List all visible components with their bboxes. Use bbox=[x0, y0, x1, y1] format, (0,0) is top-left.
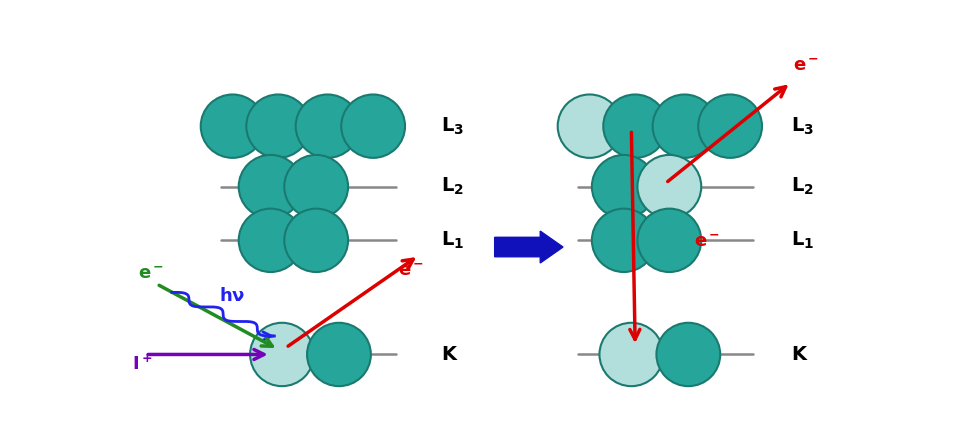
Text: $\mathbf{I^+}$: $\mathbf{I^+}$ bbox=[131, 355, 152, 374]
Ellipse shape bbox=[592, 155, 656, 218]
Ellipse shape bbox=[250, 323, 314, 386]
Ellipse shape bbox=[307, 323, 370, 386]
Text: $\mathbf{L_2}$: $\mathbf{L_2}$ bbox=[441, 176, 465, 197]
Ellipse shape bbox=[637, 209, 702, 272]
Text: $\mathbf{K}$: $\mathbf{K}$ bbox=[441, 345, 459, 364]
Ellipse shape bbox=[246, 95, 310, 158]
Text: $\mathbf{e^-}$: $\mathbf{e^-}$ bbox=[398, 262, 424, 279]
Text: $\mathbf{L_3}$: $\mathbf{L_3}$ bbox=[791, 116, 814, 137]
Ellipse shape bbox=[341, 95, 405, 158]
Ellipse shape bbox=[653, 95, 716, 158]
Text: $\mathbf{L_3}$: $\mathbf{L_3}$ bbox=[441, 116, 465, 137]
Ellipse shape bbox=[558, 95, 621, 158]
Ellipse shape bbox=[201, 95, 265, 158]
Text: $\mathbf{e^-}$: $\mathbf{e^-}$ bbox=[694, 233, 720, 251]
Text: $\mathbf{L_2}$: $\mathbf{L_2}$ bbox=[791, 176, 813, 197]
Ellipse shape bbox=[604, 95, 667, 158]
Ellipse shape bbox=[637, 155, 702, 218]
Text: $\mathbf{L_1}$: $\mathbf{L_1}$ bbox=[791, 230, 814, 251]
Text: $\mathbf{h\nu}$: $\mathbf{h\nu}$ bbox=[220, 287, 246, 305]
Ellipse shape bbox=[698, 95, 762, 158]
Ellipse shape bbox=[657, 323, 720, 386]
Text: $\mathbf{e^-}$: $\mathbf{e^-}$ bbox=[793, 57, 819, 75]
Ellipse shape bbox=[600, 323, 663, 386]
Text: $\mathbf{K}$: $\mathbf{K}$ bbox=[791, 345, 808, 364]
FancyArrow shape bbox=[495, 231, 563, 263]
Text: $\mathbf{e^-}$: $\mathbf{e^-}$ bbox=[137, 265, 164, 283]
Ellipse shape bbox=[284, 209, 348, 272]
Ellipse shape bbox=[239, 155, 303, 218]
Ellipse shape bbox=[296, 95, 360, 158]
Text: $\mathbf{L_1}$: $\mathbf{L_1}$ bbox=[441, 230, 465, 251]
Ellipse shape bbox=[239, 209, 303, 272]
Ellipse shape bbox=[592, 209, 656, 272]
Ellipse shape bbox=[284, 155, 348, 218]
